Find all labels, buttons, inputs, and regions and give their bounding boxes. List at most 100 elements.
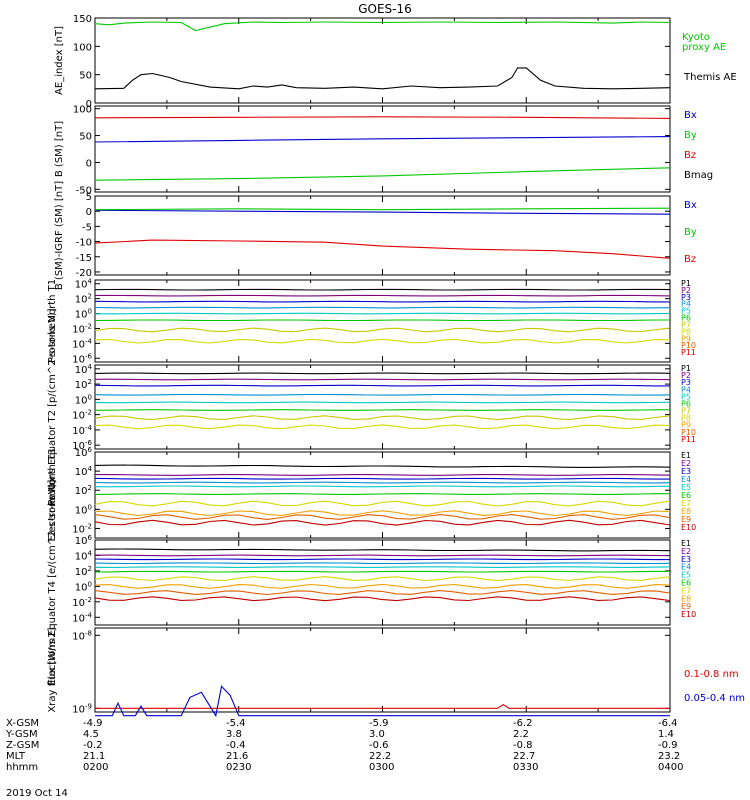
legend-p11: P11 [681, 435, 696, 444]
legend-p3: P3 [681, 293, 691, 302]
footer-value: -6.4 [658, 718, 678, 729]
legend-bz: Bz [684, 150, 696, 161]
series-line-by [94, 167, 671, 181]
y-tick-label: 102 [75, 293, 92, 306]
y-tick-label: 10-6 [72, 352, 92, 365]
legend-e4: E4 [681, 563, 691, 572]
legend-p1: P1 [681, 279, 691, 288]
series-line-e7 [94, 576, 671, 582]
series-line-bz [94, 239, 671, 259]
legend-themis-ae: Themis AE [683, 72, 737, 83]
y-tick-label: -20 [76, 268, 92, 279]
y-tick-label: 10-4 [72, 611, 92, 624]
y-tick-label: 100 [75, 503, 92, 516]
y-tick-label: 10-8 [72, 629, 92, 642]
series-line-e5 [94, 566, 671, 568]
footer-value: 2.2 [513, 729, 529, 740]
legend-p2: P2 [681, 371, 691, 380]
legend-p2: P2 [681, 286, 691, 295]
y-tick-label: 100 [75, 308, 92, 321]
series-line-p3 [94, 384, 670, 387]
footer-value: 21.6 [226, 751, 249, 762]
series-line-0-1-0-8-nm [95, 704, 670, 709]
y-tick-label: -10 [76, 238, 92, 249]
legend-e5: E5 [681, 571, 691, 580]
series-line-p4 [94, 306, 671, 309]
legend-e5: E5 [681, 483, 691, 492]
panel-frame [94, 195, 671, 276]
legend-e8: E8 [681, 594, 691, 603]
series-line-e4 [94, 481, 671, 484]
footer-row-y-gsm: Y-GSM 4.5 3.8 3.0 2.2 1.4 [6, 729, 746, 740]
footer-value: 4.5 [83, 729, 99, 740]
y-axis-label: Electrons Equator T4 [e/(cm^2-s-sr-keV)] [47, 480, 58, 686]
legend-e3: E3 [681, 467, 691, 476]
legend-e10: E10 [681, 610, 696, 619]
footer-value: -0.6 [369, 740, 389, 751]
legend-bx: Bx [684, 110, 697, 121]
footer-value: 3.0 [369, 729, 385, 740]
y-tick-label: 102 [75, 484, 92, 497]
footer-row-label: X-GSM [6, 718, 40, 729]
footer-row-z-gsm: Z-GSM -0.2 -0.4 -0.6 -0.8 -0.9 [6, 740, 746, 751]
y-axis-label: Electrons North T3 [47, 448, 58, 541]
series-line-p2 [94, 378, 671, 381]
series-line-themis-ae [94, 67, 671, 90]
y-axis-label: Xray flux [W/m2] [47, 627, 58, 712]
footer-value: -6.2 [513, 718, 533, 729]
y-axis-label: Protons Equator T2 [p/(cm^2-s-sr-keV)] [47, 308, 58, 505]
y-tick-label: 10-4 [72, 337, 92, 350]
series-line-e7 [94, 500, 671, 507]
panel-6: 106 104 102 100 10-2 Electrons North T3 E1E2E3… [47, 446, 696, 542]
panel-8: 10-8 10-9 Xray flux [W/m2] 0.1-0.8 nm 0.05-0… [47, 627, 745, 718]
y-tick-label: 10-2 [72, 522, 92, 535]
series-line-bx [94, 136, 671, 143]
y-tick-label: 106 [75, 534, 93, 547]
legend-e10: E10 [681, 523, 696, 532]
series-line-e1 [94, 464, 671, 468]
y-tick-label: 10-4 [72, 424, 92, 437]
date-label: 2019 Oct 14 [6, 788, 68, 799]
legend-p7: P7 [681, 407, 691, 416]
y-tick-label: 104 [75, 278, 93, 291]
y-tick-label: 0 [86, 207, 92, 218]
series-line-0-05-0-4-nm [95, 685, 670, 718]
legend-e3: E3 [681, 555, 691, 564]
series-line-e10 [94, 519, 671, 526]
legend-e6: E6 [681, 579, 691, 588]
series-line-p4 [94, 393, 671, 396]
series-line-by [94, 207, 671, 211]
footer-row-label: hhmm [6, 762, 39, 773]
footer-value: 0200 [83, 762, 109, 773]
legend-bz: Bz [684, 254, 696, 265]
legend-p10: P10 [681, 341, 696, 350]
series-line-bz [94, 116, 671, 119]
legend-p5: P5 [681, 392, 691, 401]
footer-row-hhmm: hhmm 0200 0230 0300 0330 0400 [6, 762, 746, 773]
series-line-p1 [94, 288, 671, 291]
footer-value: -0.2 [83, 740, 103, 751]
footer-row-label: Y-GSM [6, 729, 38, 740]
y-tick-label: 10-6 [72, 439, 92, 452]
footer-row-x-gsm: X-GSM -4.9 -5.4 -5.9 -6.2 -6.4 [6, 718, 746, 729]
panel-7: 106 104 102 100 10-2 10-4 Electrons Equator T4… [47, 480, 696, 686]
legend-e8: E8 [681, 507, 691, 516]
legend-by: By [684, 227, 697, 238]
y-tick-label: 100 [73, 42, 92, 53]
footer-value: -0.8 [513, 740, 533, 751]
footer-value: 1.4 [658, 729, 674, 740]
y-tick-label: 10-2 [72, 409, 92, 422]
y-tick-label: 10-2 [72, 322, 92, 335]
legend-e1: E1 [681, 539, 691, 548]
legend-e9: E9 [681, 515, 691, 524]
legend-p10: P10 [681, 428, 696, 437]
panel-2: -50 0 50 100 B (SM) [nT] Bx By Bz Bmag [54, 105, 713, 197]
y-tick-label: -50 [76, 185, 92, 196]
legend-bmag: Bmag [684, 170, 713, 181]
y-tick-label: 100 [75, 393, 92, 406]
legend-by: By [684, 130, 697, 141]
y-tick-label: -15 [76, 253, 92, 264]
